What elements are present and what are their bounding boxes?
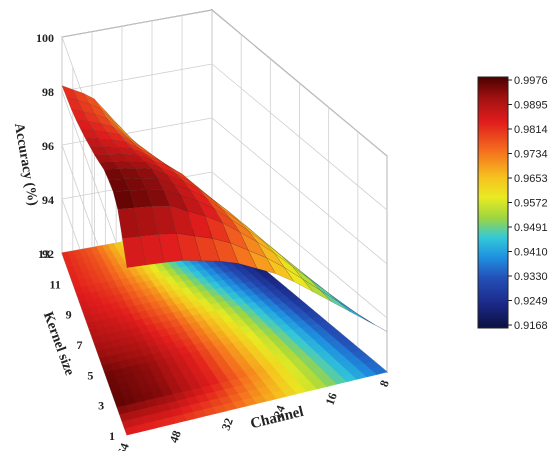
surface-patch: [230, 242, 258, 269]
y-tick-label: 7: [77, 338, 83, 352]
y-tick-label: 5: [87, 368, 93, 382]
surface-patch: [122, 236, 146, 268]
surface-patch: [229, 212, 256, 234]
z-tick-label: 94: [42, 193, 54, 207]
surface-patch: [93, 130, 113, 141]
grid-line: [61, 9, 213, 38]
surface-patch: [112, 190, 136, 210]
surface-patch: [356, 313, 388, 332]
x-tick-label: 16: [323, 391, 340, 407]
colorbar-label: 0.9976: [514, 75, 548, 87]
surface-patch: [156, 178, 182, 196]
colorbar-label: 0.9895: [514, 100, 548, 112]
colorbar-label: 0.9410: [514, 247, 548, 259]
surface-patch: [123, 154, 146, 163]
grid-line: [61, 63, 213, 92]
x-tick-label: 48: [167, 429, 184, 445]
surface-patch: [182, 174, 206, 194]
colorbar-label: 0.9734: [514, 149, 548, 161]
x-tick-label: 64: [115, 441, 132, 451]
surface-patch: [103, 168, 126, 180]
colorbar-label: 0.9491: [514, 222, 548, 234]
y-tick-label: 11: [49, 277, 60, 291]
z-tick-label: 92: [42, 247, 54, 261]
surface-patch: [198, 188, 223, 210]
surface-patch: [180, 195, 206, 217]
z-tick-label: 98: [42, 85, 54, 99]
surface-patch: [111, 139, 133, 149]
z-axis-title: Accuracy (%): [11, 122, 40, 207]
surface-patch: [113, 160, 136, 169]
surface-patch: [338, 301, 369, 322]
colorbar-label: 0.9330: [514, 271, 548, 283]
colorbar: 0.9976 0.9895 0.9814 0.9734 0.9653 0.9572 0.94…: [477, 75, 548, 332]
surface-patch: [144, 161, 167, 175]
x-tick-label: 24: [271, 403, 288, 419]
surface-patch: [158, 233, 183, 263]
colorbar-label: 0.9814: [514, 124, 548, 136]
surface-patch: [271, 247, 299, 270]
accuracy-surface: [61, 85, 388, 332]
colorbar-label: 0.9653: [514, 173, 548, 185]
surface-patch: [98, 138, 119, 148]
z-tick-label: 100: [36, 31, 54, 45]
surface-patch: [66, 97, 84, 113]
surface-patch: [206, 198, 232, 220]
x-tick-label: 8: [377, 378, 392, 388]
surface-patch: [139, 148, 161, 161]
surface-patch: [265, 257, 295, 283]
y-tick-label: 13: [38, 247, 50, 261]
colorbar-gradient: [477, 76, 509, 329]
colorbar-label: 0.9168: [514, 320, 548, 332]
surface-patch: [231, 219, 258, 243]
colorbar-label: 0.9249: [514, 296, 548, 308]
surface-patch: [222, 209, 249, 231]
y-tick-label: 3: [98, 399, 104, 413]
surface-patch: [197, 200, 223, 224]
z-tick-label: 96: [42, 139, 54, 153]
x-tick-label: 32: [219, 416, 236, 432]
colorbar-label: 0.9572: [514, 198, 548, 210]
surface-patch: [247, 250, 277, 274]
surface-patch: [320, 290, 351, 312]
y-tick-label: 1: [109, 429, 115, 443]
surface-patch: [176, 233, 202, 262]
y-tick-label: 9: [66, 308, 72, 322]
